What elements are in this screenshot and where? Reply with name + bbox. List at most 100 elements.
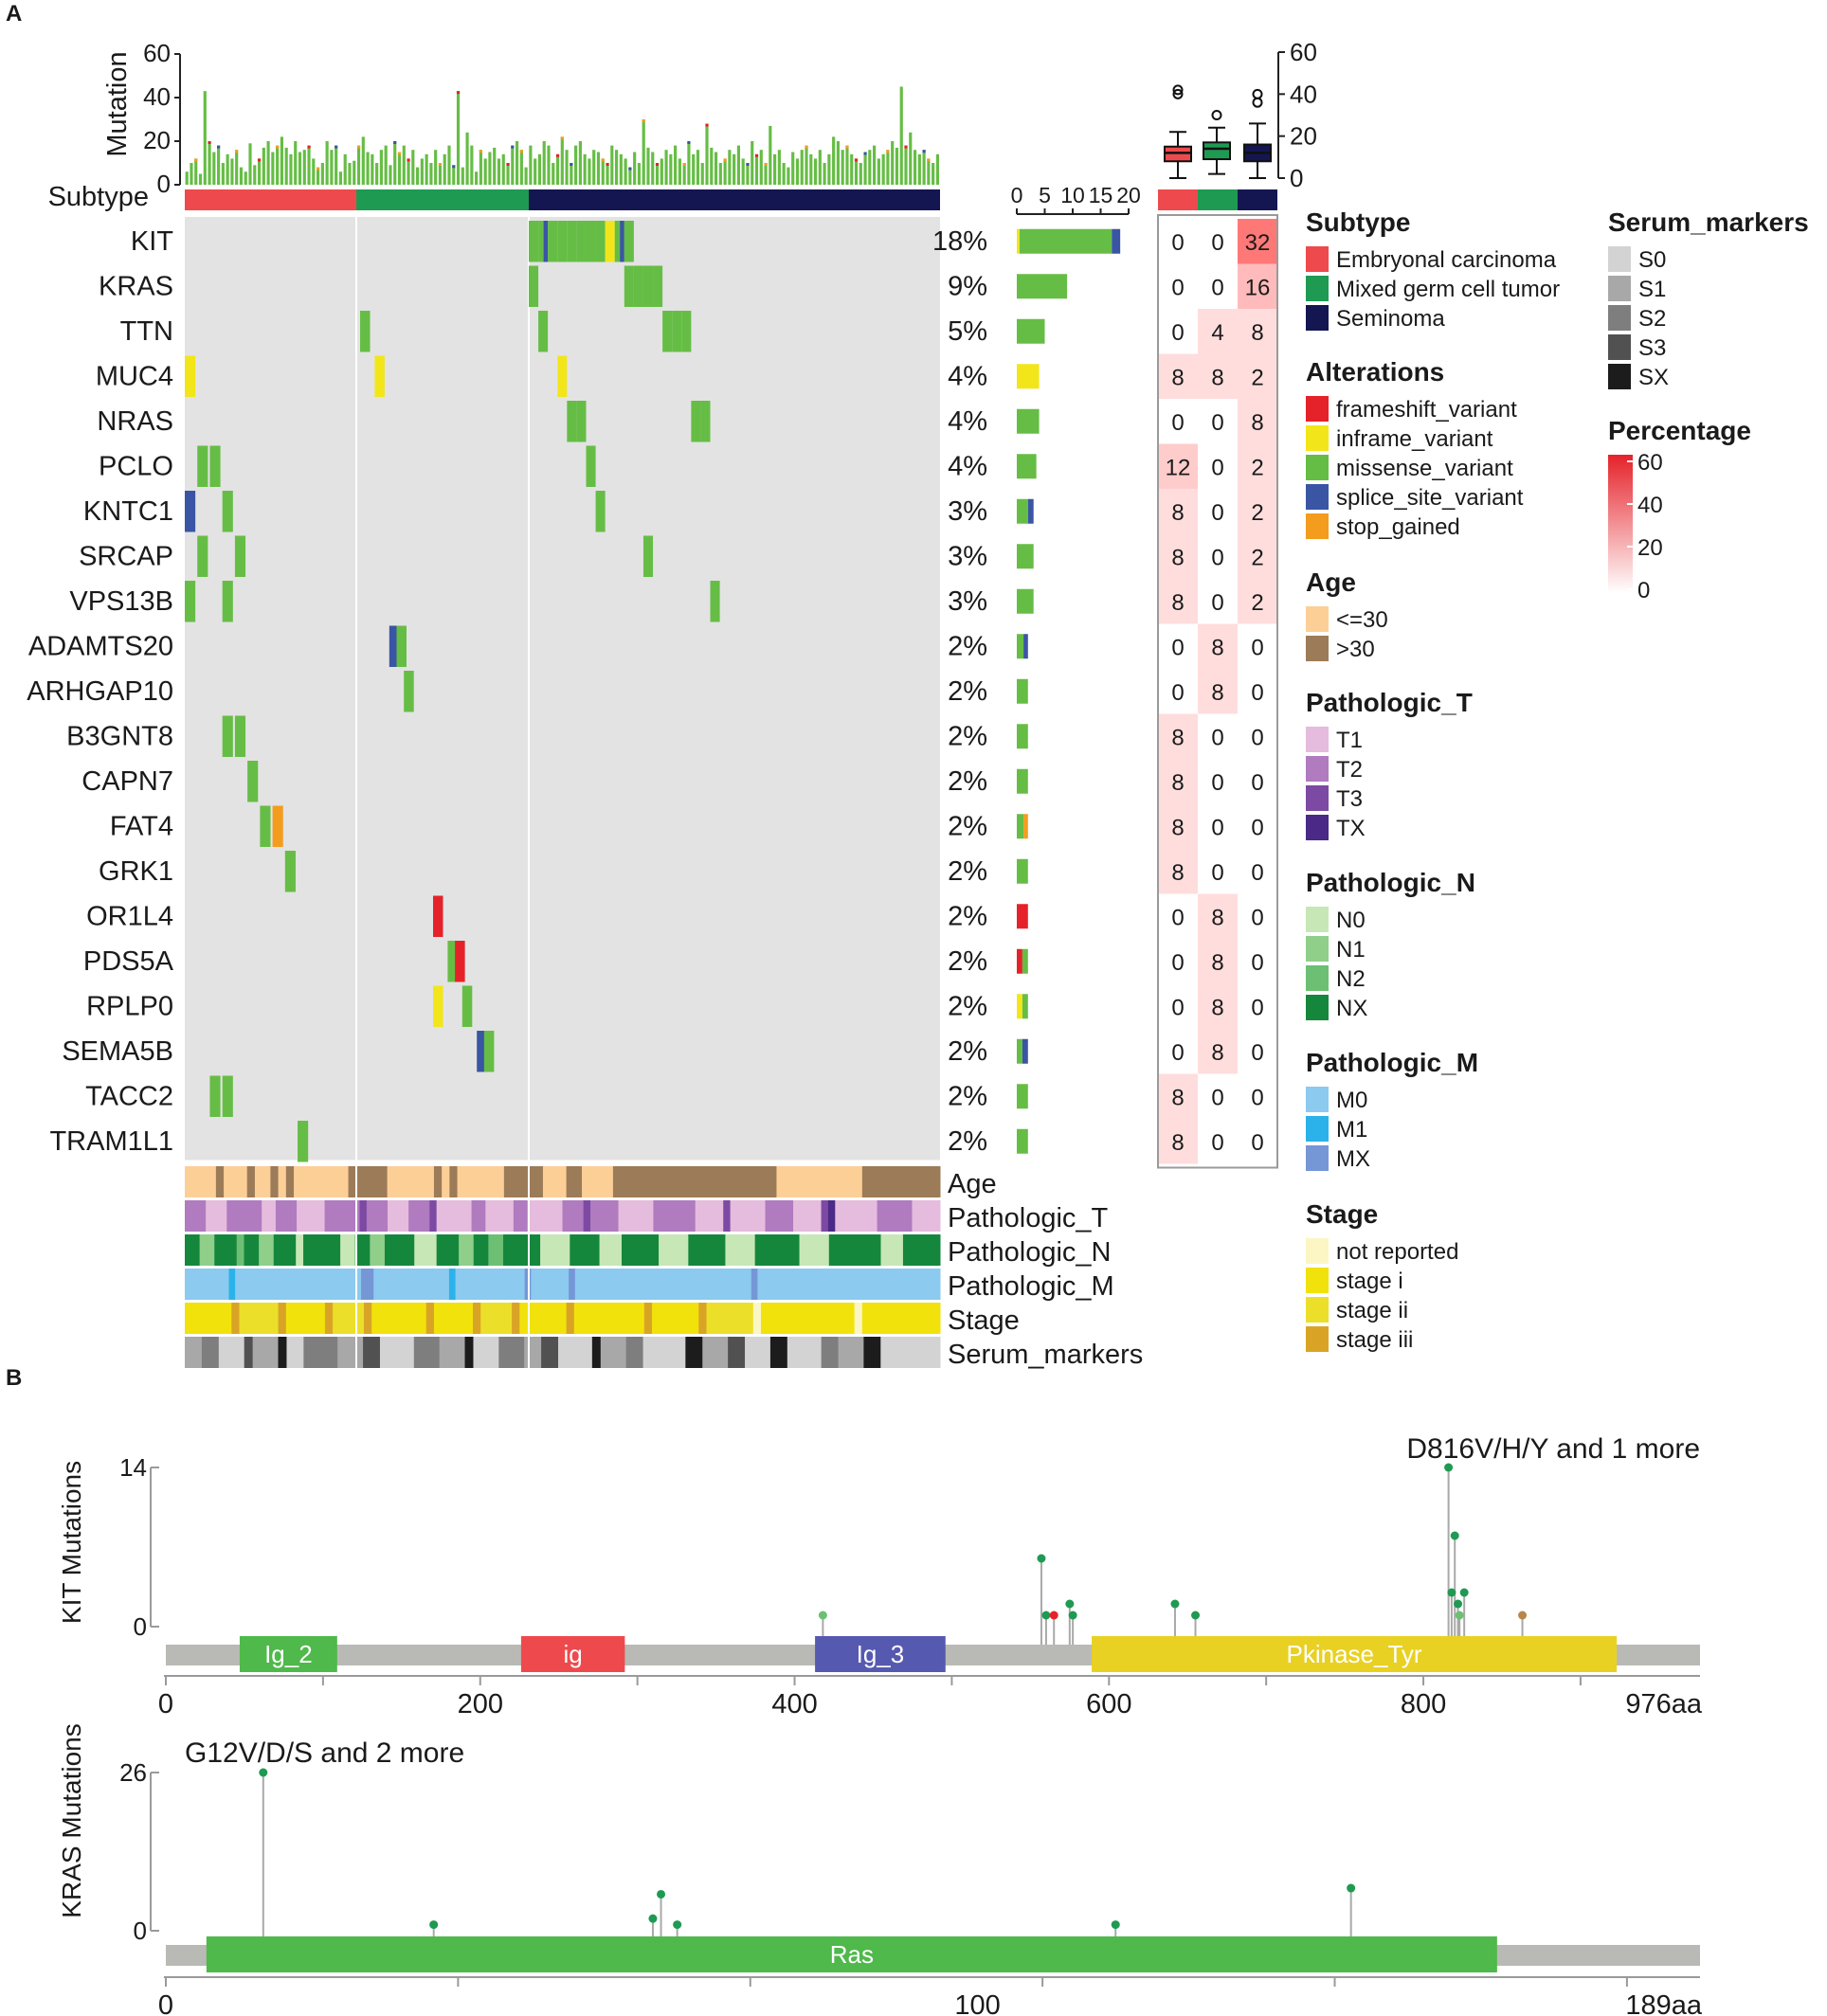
clinical-track-cell (278, 1337, 287, 1368)
clinical-track-cell (574, 1269, 752, 1300)
mutation-count-bar-splice (922, 150, 926, 153)
mutation-count-bar (230, 158, 234, 185)
alteration-cell (197, 535, 208, 577)
alteration-cell (360, 311, 371, 352)
percentage-cell (1158, 759, 1198, 804)
clinical-track-cell (902, 1234, 941, 1266)
percentage-cell-value: 0 (1211, 455, 1223, 480)
alteration-cell (700, 401, 711, 442)
gene-label: TTN (120, 316, 173, 347)
mutation-count-bars (185, 86, 939, 185)
mutation-count-bar (434, 150, 438, 185)
clinical-track-cell (821, 1200, 829, 1232)
clinical-track-cell (348, 1166, 372, 1197)
clinical-track-cell (485, 1200, 515, 1232)
freq-bar-segment (1017, 994, 1022, 1019)
box-outlier (1252, 88, 1263, 99)
clinical-track-cell (413, 1337, 441, 1368)
freq-bar-segment (1017, 1128, 1028, 1154)
mutation-count-bar-splice (335, 145, 338, 149)
lollipop-xtick-label: 400 (771, 1689, 817, 1719)
legend-item-label: T2 (1336, 757, 1363, 783)
percentage-cell-value: 8 (1171, 860, 1184, 886)
percentage-cell-value: 0 (1171, 410, 1184, 436)
clinical-track-cell (185, 1303, 232, 1334)
clinical-track-cell (558, 1337, 593, 1368)
mutation-count-bar (389, 165, 392, 185)
percentage-cell (1158, 1073, 1198, 1119)
colorbar-tick-label: 20 (1637, 535, 1663, 561)
mutation-axis-tick-label: 0 (157, 170, 171, 198)
mutation-count-bar (886, 150, 890, 185)
percentage-cell (1158, 489, 1198, 534)
protein-domain-label: ig (564, 1640, 583, 1668)
protein-domain-label: Pkinase_Tyr (1287, 1640, 1422, 1668)
freq-bar-segment (1017, 678, 1028, 704)
mutation-count-bar (764, 163, 768, 185)
alteration-cell (455, 941, 465, 982)
mutation-count-bar (782, 163, 786, 185)
alteration-cell (576, 401, 587, 442)
percentage-cell (1158, 1119, 1198, 1164)
percentage-cell (1238, 983, 1277, 1029)
clinical-track-cell (793, 1200, 823, 1232)
clinical-track-cell (653, 1200, 696, 1232)
percentage-cell-value: 0 (1211, 1130, 1223, 1156)
legend-swatch (1306, 1087, 1329, 1112)
percentage-cell-value: 8 (1171, 365, 1184, 390)
clinical-track-cell (835, 1200, 878, 1232)
gene-label: GRK1 (99, 856, 173, 887)
percentage-cell (1198, 1119, 1238, 1164)
mutation-count-bar (733, 153, 736, 185)
percentage-cell (1238, 1029, 1277, 1074)
clinical-track-cell (324, 1200, 360, 1232)
percentage-cell (1198, 533, 1238, 579)
clinical-track-cell (471, 1200, 486, 1232)
lollipop-head (1444, 1463, 1454, 1472)
alteration-cell (298, 1121, 309, 1162)
mutation-count-bar (877, 158, 880, 185)
clinical-track-cell (429, 1200, 438, 1232)
clinical-track-cell (821, 1337, 840, 1368)
mutation-count-bar (723, 158, 727, 185)
lollipop-ymax-label: 14 (119, 1453, 147, 1482)
legend-title: Pathologic_T (1306, 688, 1473, 717)
percentage-cell (1198, 759, 1238, 804)
mutation-count-bar (578, 141, 582, 185)
legend-swatch (1306, 606, 1329, 632)
clinical-track-cell (199, 1234, 215, 1266)
mutation-count-bar (759, 150, 763, 185)
clinical-track-cell (570, 1234, 601, 1266)
freq-bar-segment (1017, 454, 1037, 479)
clinical-track-cell (880, 1234, 904, 1266)
mutation-count-bar (511, 145, 515, 185)
lollipop-head (259, 1768, 268, 1777)
alteration-cell (681, 311, 692, 352)
clinical-track-cell (643, 1303, 653, 1334)
alteration-cell (222, 715, 233, 757)
freq-bar-segment (1017, 274, 1068, 299)
lollipop-head (1068, 1611, 1077, 1620)
percentage-cell-value: 0 (1171, 680, 1184, 706)
percentage-cell (1198, 893, 1238, 939)
mutation-count-bar (461, 167, 464, 185)
freq-bar-segment (1017, 318, 1045, 344)
percentage-cell-value: 0 (1251, 995, 1263, 1020)
mutation-count-bar (226, 153, 229, 185)
lollipop-head (1049, 1611, 1058, 1620)
gene-percentage-label: 2% (948, 946, 987, 977)
percentage-cell (1198, 849, 1238, 894)
gene-label: B3GNT8 (66, 721, 173, 751)
clinical-track-cell (534, 1166, 544, 1197)
clinical-track-cell (363, 1337, 381, 1368)
protein-domain (206, 1936, 1497, 1972)
clinical-track-cell (387, 1166, 435, 1197)
clinical-track-cell (799, 1234, 830, 1266)
clinical-track-cell (527, 1200, 563, 1232)
subtype-segment-embryonal (185, 189, 356, 210)
kras-lollipop-plot: KRAS Mutations 26 0 G12V/D/S and 2 more Ras 0… (57, 1723, 1703, 2016)
mutation-count-bar (710, 147, 714, 185)
clinical-track-cell (540, 1234, 570, 1266)
gene-percentage-label: 18% (932, 226, 987, 257)
percentage-cell-value: 0 (1211, 500, 1223, 526)
